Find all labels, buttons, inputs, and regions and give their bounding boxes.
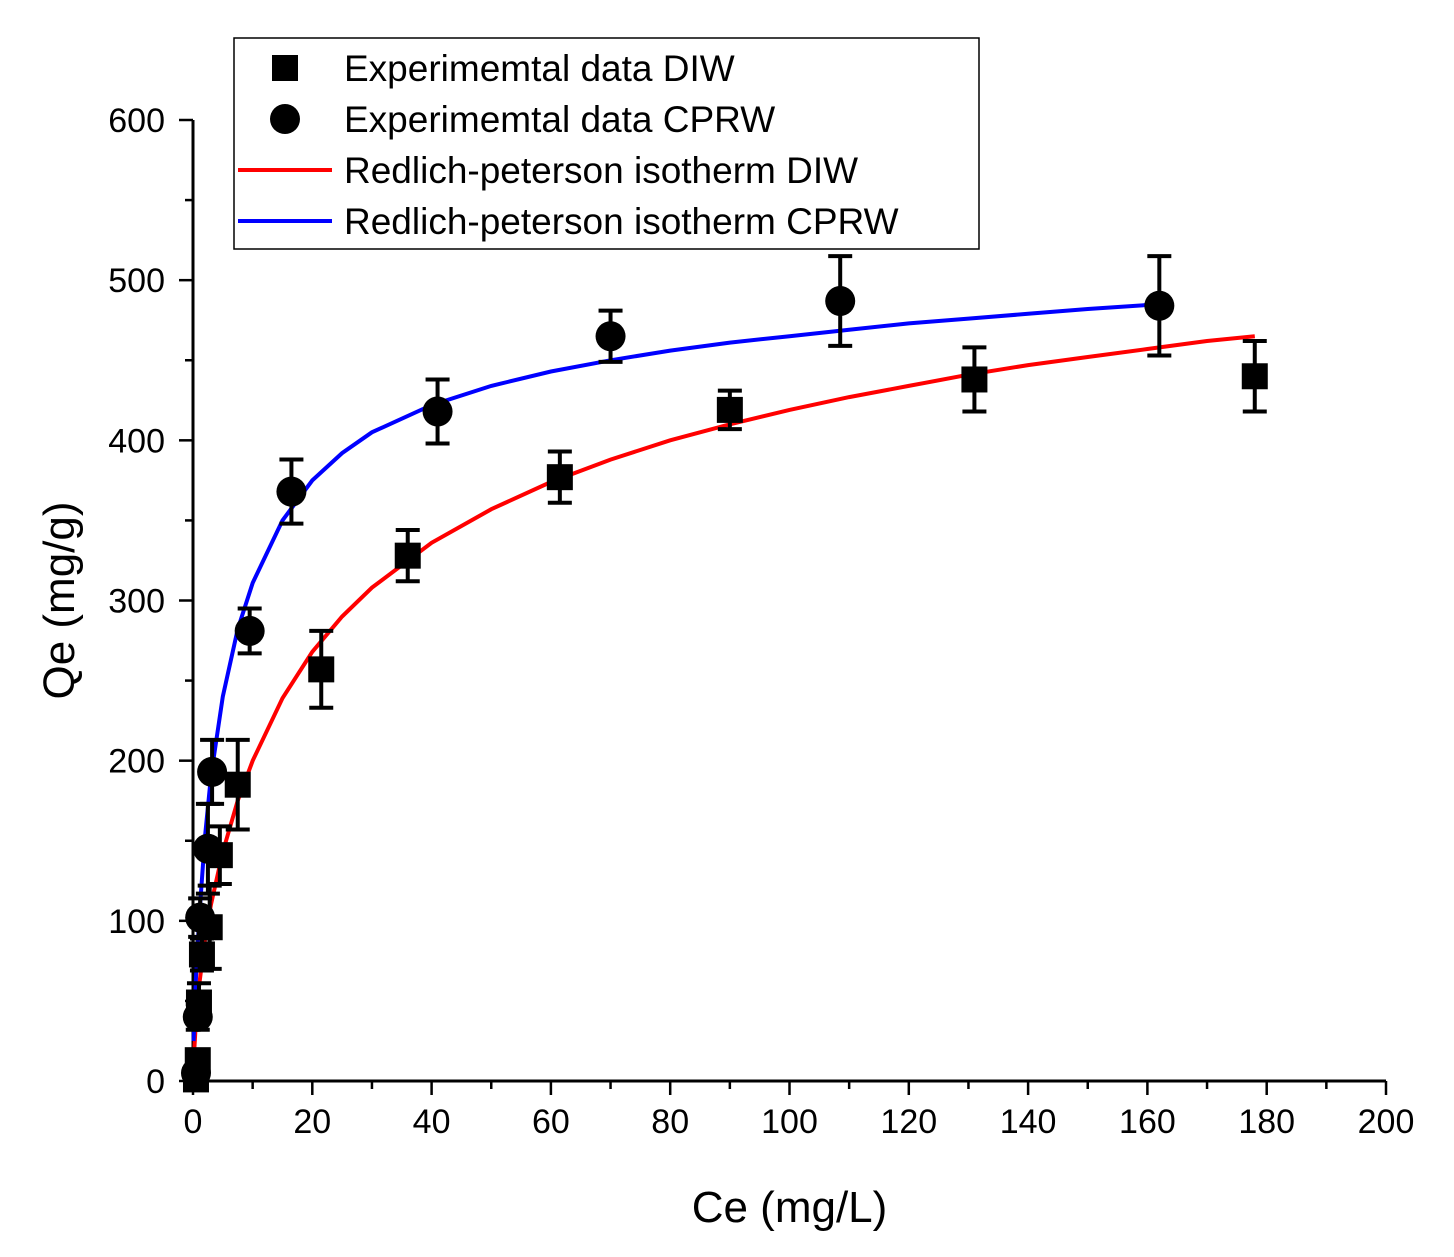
x-axis-title: Ce (mg/L) bbox=[692, 1183, 888, 1232]
data-point-square bbox=[224, 771, 251, 798]
data-point-circle bbox=[825, 285, 856, 316]
x-tick-label: 140 bbox=[1000, 1103, 1057, 1141]
x-tick-label: 180 bbox=[1238, 1103, 1295, 1141]
data-point-square bbox=[716, 396, 743, 423]
data-point-circle bbox=[182, 1001, 213, 1032]
data-point-square bbox=[308, 656, 335, 683]
legend: Experimemtal data DIW Experimemtal data C… bbox=[233, 37, 980, 250]
data-point-circle bbox=[185, 902, 216, 933]
y-tick-label: 100 bbox=[108, 903, 165, 941]
data-point-square bbox=[546, 464, 573, 491]
y-tick-label: 300 bbox=[108, 583, 165, 621]
axes: 0 20 40 60 80 100 120 140 160 180 200 0 100 200 300 400… bbox=[108, 102, 1414, 1141]
y-axis-title: Qe (mg/g) bbox=[35, 501, 84, 699]
legend-label: Experimemtal data DIW bbox=[344, 48, 735, 89]
legend-square-marker bbox=[272, 55, 298, 81]
fit-curve-line bbox=[191, 302, 1160, 1042]
y-tick-label: 600 bbox=[108, 102, 165, 140]
x-tick-label: 20 bbox=[293, 1103, 331, 1141]
x-tick-label: 60 bbox=[532, 1103, 570, 1141]
y-tick-label: 500 bbox=[108, 262, 165, 300]
data-point-circle bbox=[276, 476, 307, 507]
x-tick-label: 0 bbox=[184, 1103, 203, 1141]
legend-circle-marker bbox=[270, 104, 300, 134]
data-point-circle bbox=[234, 615, 265, 646]
data-point-circle bbox=[180, 1057, 211, 1088]
y-tick-label: 0 bbox=[146, 1063, 165, 1101]
data-point-circle bbox=[192, 833, 223, 864]
x-tick-label: 200 bbox=[1358, 1103, 1415, 1141]
legend-box bbox=[233, 37, 980, 250]
y-tick-label: 200 bbox=[108, 743, 165, 781]
data-point-square bbox=[961, 366, 988, 393]
data-point-square bbox=[394, 542, 421, 569]
data-point-circle bbox=[595, 321, 626, 352]
legend-label: Experimemtal data CPRW bbox=[344, 99, 775, 140]
data-point-circle bbox=[422, 396, 453, 427]
x-tick-label: 120 bbox=[880, 1103, 937, 1141]
x-tick-label: 80 bbox=[651, 1103, 689, 1141]
data-point-circle bbox=[1144, 290, 1175, 321]
data-point-square bbox=[1241, 363, 1268, 390]
data-point-circle bbox=[197, 756, 228, 787]
legend-label: Redlich-peterson isotherm DIW bbox=[344, 150, 858, 191]
data-points bbox=[180, 254, 1268, 1093]
x-tick-label: 100 bbox=[761, 1103, 818, 1141]
y-tick-label: 400 bbox=[108, 422, 165, 460]
x-tick-label: 40 bbox=[413, 1103, 451, 1141]
x-tick-label: 160 bbox=[1119, 1103, 1176, 1141]
legend-label: Redlich-peterson isotherm CPRW bbox=[344, 201, 899, 242]
